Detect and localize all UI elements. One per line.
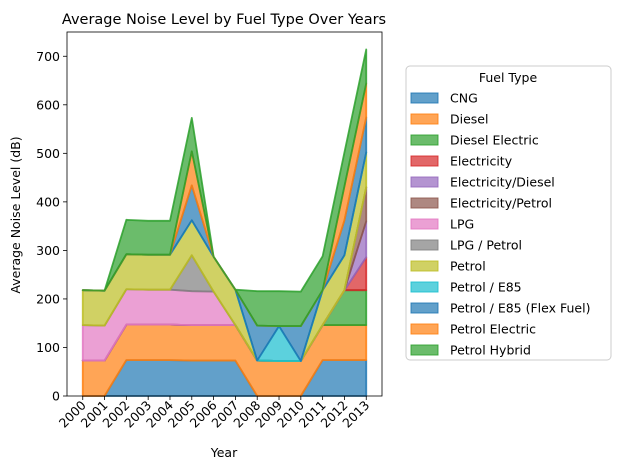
area-series-0: [81, 359, 368, 397]
legend-label: Petrol Electric: [450, 322, 536, 337]
legend-title: Fuel Type: [479, 70, 538, 85]
legend: Fuel Type CNG Diesel Diesel Electric Electr…: [405, 65, 612, 361]
plot-area: [66, 31, 383, 397]
legend-label: Petrol Hybrid: [450, 343, 531, 358]
y-tick-label: 100: [36, 340, 60, 355]
legend-swatch: [410, 197, 439, 209]
x-axis: 2000200120022003200420052006200720082009…: [56, 396, 372, 431]
y-tick-label: 0: [52, 389, 60, 404]
legend-swatch: [410, 176, 439, 188]
legend-label: Diesel Electric: [450, 133, 539, 148]
legend-label: Electricity/Petrol: [450, 196, 552, 211]
legend-swatch: [410, 323, 439, 335]
legend-swatch: [410, 155, 439, 167]
legend-swatch: [410, 218, 439, 230]
y-tick-label: 500: [36, 146, 60, 161]
legend-swatch: [410, 239, 439, 251]
legend-label: Petrol / E85 (Flex Fuel): [450, 301, 590, 316]
legend-swatch: [410, 260, 439, 272]
y-axis-label: Average Noise Level (dB): [8, 136, 23, 293]
legend-label: Electricity/Diesel: [450, 175, 555, 190]
y-axis: 0 100 200 300 400 500 600 700: [36, 49, 67, 404]
legend-label: Petrol: [450, 259, 486, 274]
legend-label: LPG: [450, 217, 474, 232]
legend-swatch: [410, 344, 439, 356]
legend-label: Petrol / E85: [450, 280, 522, 295]
legend-label: CNG: [450, 91, 478, 106]
legend-swatch: [410, 92, 439, 104]
y-tick-label: 700: [36, 49, 60, 64]
legend-label: LPG / Petrol: [450, 238, 522, 253]
legend-swatch: [410, 302, 439, 314]
legend-swatch: [410, 134, 439, 146]
legend-label: Diesel: [450, 112, 488, 127]
legend-items: CNG Diesel Diesel Electric Electricity Elect…: [410, 91, 590, 358]
area-series-12: [81, 48, 368, 328]
y-tick-label: 400: [36, 194, 60, 209]
legend-frame: [405, 65, 612, 361]
chart-title: Average Noise Level by Fuel Type Over Ye…: [62, 12, 386, 28]
y-tick-label: 200: [36, 291, 60, 306]
y-tick-label: 600: [36, 97, 60, 112]
legend-swatch: [410, 113, 439, 125]
plot-frame: [66, 31, 383, 397]
y-tick-label: 300: [36, 243, 60, 258]
legend-swatch: [410, 281, 439, 293]
x-axis-label: Year: [210, 445, 238, 460]
legend-label: Electricity: [450, 154, 513, 169]
